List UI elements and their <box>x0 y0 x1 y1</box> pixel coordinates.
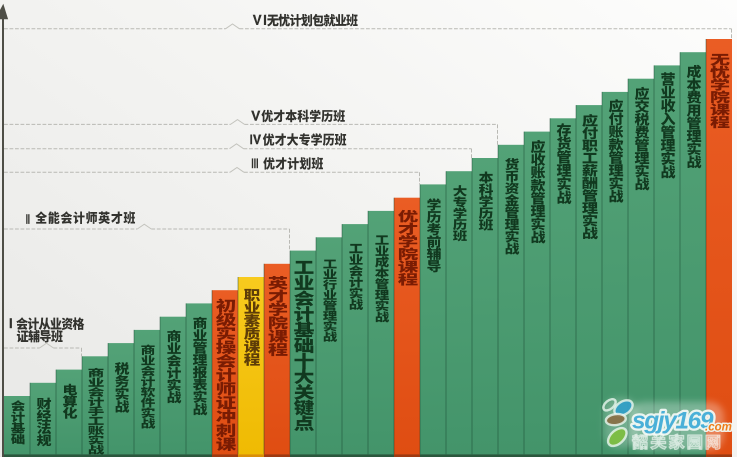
svg-text:.com: .com <box>705 422 732 434</box>
svg-text:sgjy169: sgjy169 <box>632 408 714 435</box>
